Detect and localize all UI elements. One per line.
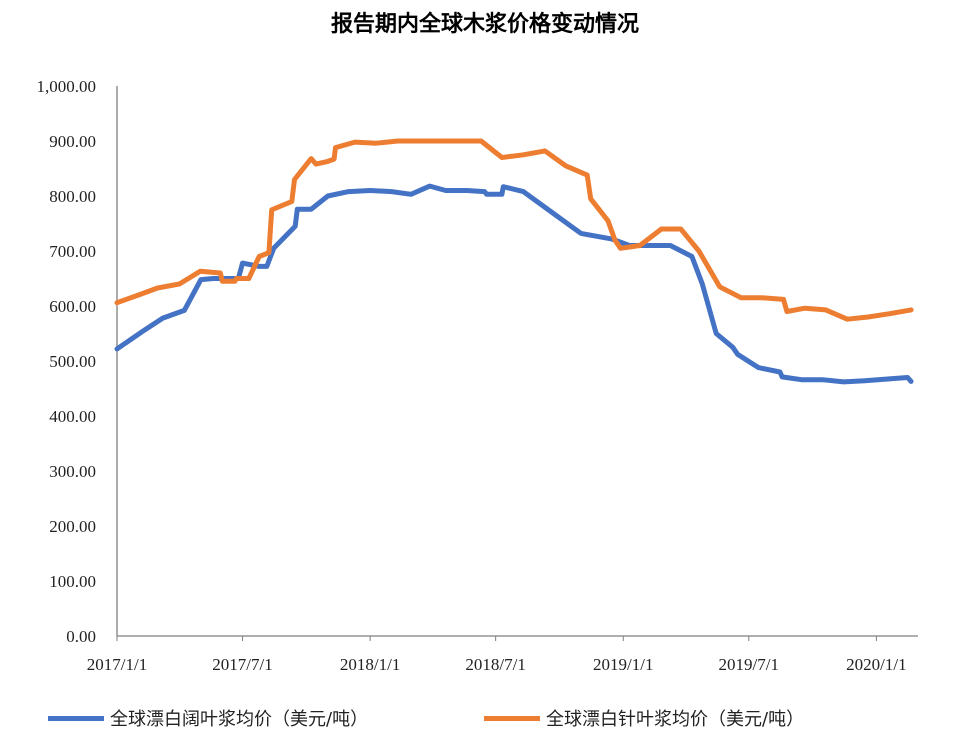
y-tick-label: 600.00 — [49, 297, 96, 316]
x-tick-label: 2020/1/1 — [846, 655, 906, 674]
y-tick-label: 500.00 — [49, 352, 96, 371]
x-tick-label: 2017/7/1 — [212, 655, 272, 674]
x-axis-ticks: 2017/1/1 2017/7/1 2018/1/1 2018/7/1 2019/1/1… — [87, 636, 907, 674]
x-tick-label: 2018/7/1 — [465, 655, 525, 674]
legend-swatch-hardwood — [48, 715, 104, 721]
series-lines — [114, 138, 914, 385]
y-tick-label: 200.00 — [49, 517, 96, 536]
legend-label-softwood: 全球漂白针叶浆均价（美元/吨） — [546, 709, 805, 730]
y-tick-label: 1,000.00 — [37, 77, 97, 96]
y-tick-label: 0.00 — [66, 627, 96, 646]
legend-item-hardwood: 全球漂白阔叶浆均价（美元/吨） — [48, 700, 368, 736]
legend-item-softwood: 全球漂白针叶浆均价（美元/吨） — [484, 700, 804, 736]
chart-title: 报告期内全球木浆价格变动情况 — [330, 12, 639, 37]
y-axis-ticks: 0.00 100.00 200.00 300.00 400.00 500.00 600.00… — [37, 77, 97, 646]
y-tick-label: 100.00 — [49, 572, 96, 591]
legend-label-hardwood: 全球漂白阔叶浆均价（美元/吨） — [110, 709, 369, 730]
y-tick-label: 700.00 — [49, 242, 96, 261]
x-tick-label: 2017/1/1 — [87, 655, 147, 674]
y-tick-label: 400.00 — [49, 407, 96, 426]
x-tick-label: 2019/7/1 — [719, 655, 779, 674]
line-chart: 0.00 100.00 200.00 300.00 400.00 500.00 600.00… — [37, 77, 918, 674]
legend-swatch-softwood — [484, 715, 540, 721]
chart-axes — [116, 86, 918, 637]
legend: 全球漂白阔叶浆均价（美元/吨） 全球漂白针叶浆均价（美元/吨） — [0, 700, 970, 736]
x-tick-label: 2018/1/1 — [340, 655, 400, 674]
series-line-softwood — [114, 138, 914, 322]
series-line-hardwood — [114, 183, 914, 385]
x-tick-label: 2019/1/1 — [593, 655, 653, 674]
y-tick-label: 900.00 — [49, 132, 96, 151]
y-tick-label: 300.00 — [49, 462, 96, 481]
y-tick-label: 800.00 — [49, 187, 96, 206]
